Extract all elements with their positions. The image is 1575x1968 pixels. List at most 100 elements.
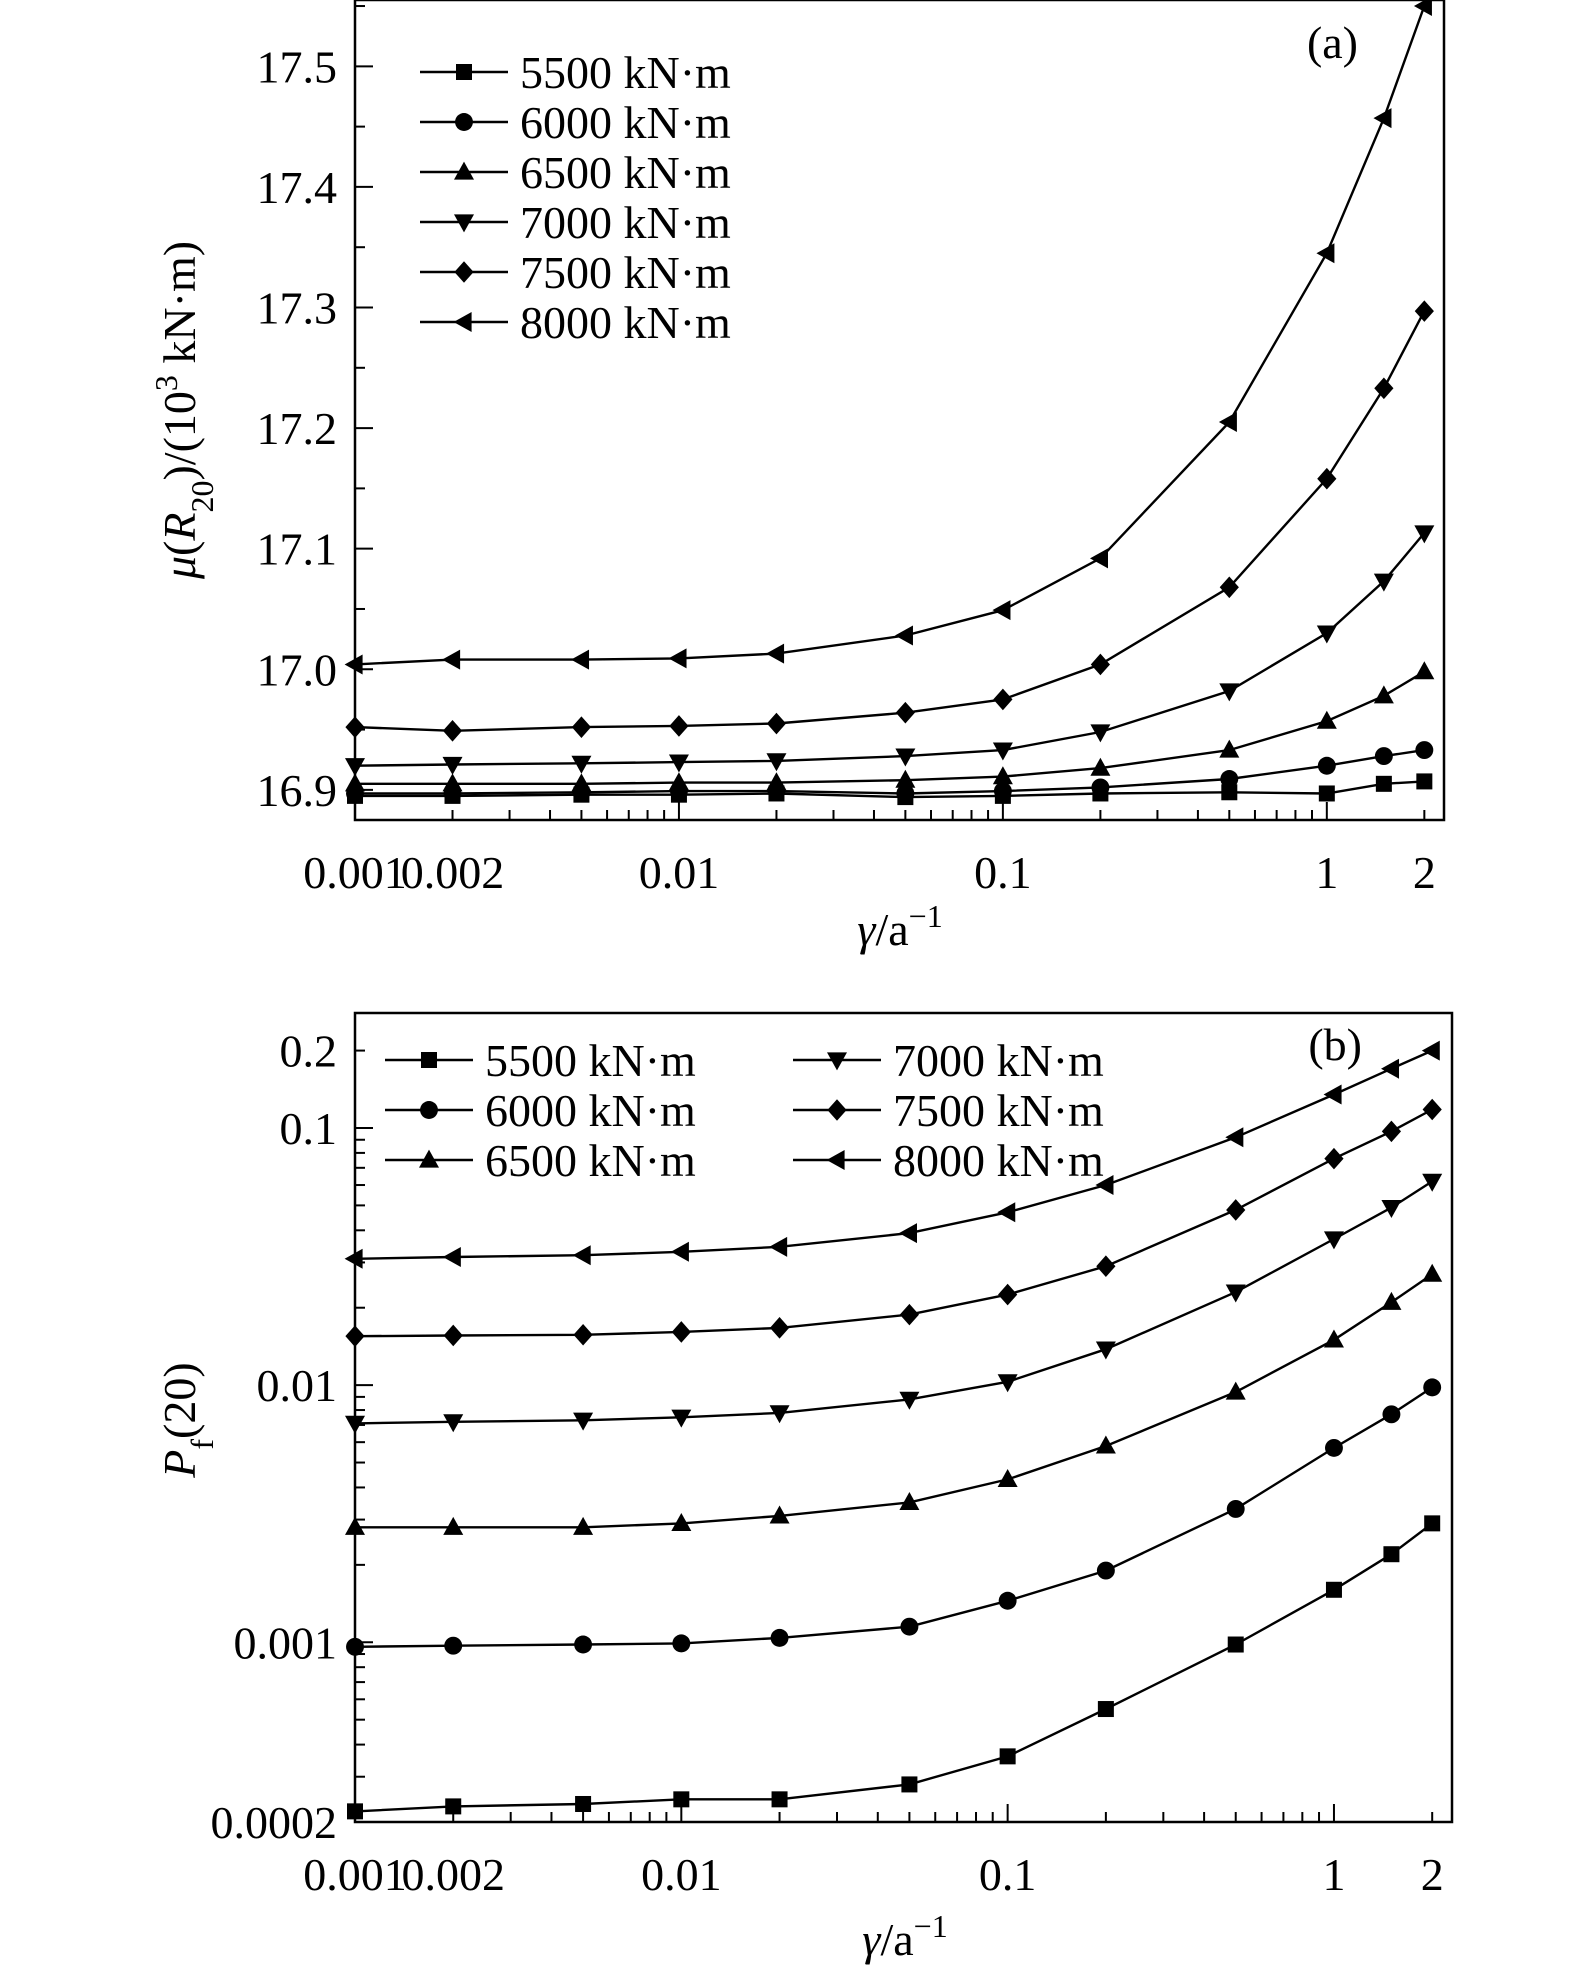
data-point [895,748,916,767]
data-point [573,1323,593,1346]
y-tick-label: 17.1 [257,524,338,575]
data-point [1096,1255,1116,1278]
legend-marker [419,1149,439,1168]
legend-label: 5500 kN·m [485,1035,696,1086]
x-tick-label: 0.01 [639,847,720,898]
legend-item: 7500 kN·m [420,247,731,298]
data-point [668,648,687,669]
data-point [769,1317,790,1339]
data-point [766,753,787,772]
data-point [1096,1561,1115,1580]
data-point [901,1776,918,1793]
data-point [1422,1263,1443,1282]
y-tick-label: 17.5 [257,41,338,92]
data-point [769,1505,790,1524]
series-diamond [345,1098,1442,1347]
series-triangle-up [345,661,1435,792]
legend-item: 6000 kN·m [385,1085,696,1136]
series-square [347,1515,1441,1820]
data-point [1323,1231,1344,1250]
x-tick-label: 0.001 [303,847,407,898]
series-line [355,748,1425,795]
legend-item: 8000 kN·m [793,1135,1104,1186]
legend-label: 8000 kN·m [520,297,731,348]
data-point [1423,1378,1442,1397]
data-point [1375,775,1392,792]
data-point [344,654,363,675]
data-point [1090,757,1111,776]
legend-item: 7000 kN·m [420,197,731,248]
series-triangle-left [344,1040,1440,1269]
data-point [670,1241,689,1262]
data-point [1095,1341,1116,1360]
y-tick-label: 0.001 [234,1617,338,1668]
data-point [1090,653,1110,676]
data-point [445,1798,462,1815]
legend-label: 6000 kN·m [485,1085,696,1136]
data-point [895,769,916,788]
data-point [346,1637,364,1656]
series-line [355,780,1425,799]
data-point [442,756,463,775]
x-tick-label: 2 [1421,1849,1444,1900]
legend-label: 7500 kN·m [893,1085,1104,1136]
data-point [345,1415,365,1434]
data-point [574,1635,593,1654]
data-point [1414,661,1435,680]
data-point [998,1283,1018,1306]
data-point [1097,1701,1114,1718]
data-point [770,1628,789,1647]
x-tick-label: 0.1 [979,1849,1037,1900]
data-point [1090,724,1111,743]
data-point [1219,683,1240,702]
legend-item: 6500 kN·m [385,1135,696,1186]
data-point [1316,625,1337,644]
data-point [442,1246,461,1267]
x-tick-label: 2 [1413,847,1436,898]
series-line [354,1522,1433,1813]
legend-label: 6000 kN·m [520,97,731,148]
data-point [1424,1515,1441,1532]
data-point [669,715,689,737]
data-point [766,712,787,735]
data-point [571,716,592,738]
data-point [572,1245,591,1266]
data-point [345,758,365,777]
data-point [1219,739,1240,758]
series-line [355,670,1425,785]
panel-label: (a) [1307,17,1358,68]
data-point [894,625,913,646]
series-line [354,310,1426,733]
series-square [347,773,1433,806]
data-point [769,1236,788,1257]
data-point [1221,784,1238,801]
data-point [1095,1435,1116,1454]
data-point [998,1591,1017,1610]
data-point [1226,1499,1245,1518]
legend-item: 7000 kN·m [793,1035,1104,1086]
legend-marker [455,113,473,131]
data-point [993,688,1013,711]
data-point [1095,1175,1114,1196]
data-point [671,1512,692,1531]
panel-label: (b) [1308,1019,1362,1070]
data-point [345,1325,365,1347]
data-point [1416,773,1433,790]
data-point [1422,1098,1442,1121]
series-line [354,532,1426,767]
legend-item: 5500 kN·m [385,1035,696,1086]
legend-marker [421,1052,437,1068]
legend-marker [827,1099,847,1121]
data-point [671,1409,692,1428]
data-point [1227,1636,1244,1653]
data-point [1415,741,1434,760]
data-point [1218,412,1237,433]
data-point [345,773,365,792]
legend-label: 6500 kN·m [520,147,731,198]
data-point [895,701,915,724]
y-tick-label: 0.0002 [211,1797,338,1848]
series-triangle-down [345,1173,1443,1434]
data-point [1373,573,1394,592]
